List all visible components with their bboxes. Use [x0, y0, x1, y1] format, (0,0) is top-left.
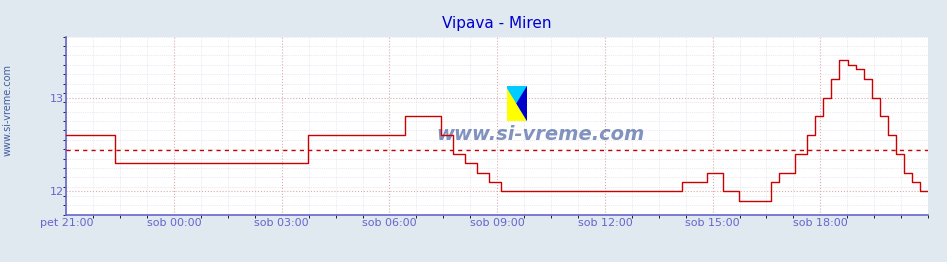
Text: www.si-vreme.com: www.si-vreme.com — [3, 64, 12, 156]
Polygon shape — [517, 86, 527, 121]
Title: Vipava - Miren: Vipava - Miren — [442, 16, 552, 31]
Polygon shape — [507, 86, 527, 121]
Polygon shape — [507, 86, 527, 121]
Text: www.si-vreme.com: www.si-vreme.com — [436, 125, 645, 144]
